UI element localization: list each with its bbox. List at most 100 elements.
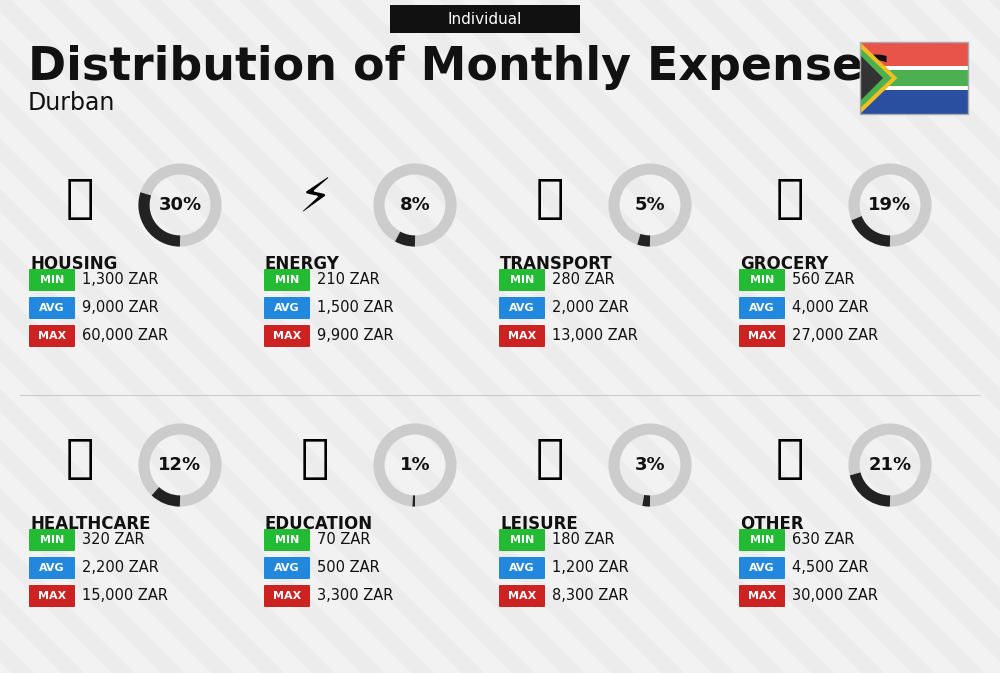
Text: MIN: MIN	[510, 535, 534, 545]
Text: EDUCATION: EDUCATION	[265, 515, 373, 533]
Text: MAX: MAX	[748, 591, 776, 601]
Text: 1,200 ZAR: 1,200 ZAR	[552, 561, 629, 575]
Text: 4,500 ZAR: 4,500 ZAR	[792, 561, 869, 575]
Text: 19%: 19%	[868, 196, 912, 214]
Text: MIN: MIN	[510, 275, 534, 285]
FancyBboxPatch shape	[29, 297, 75, 319]
FancyBboxPatch shape	[739, 297, 785, 319]
FancyBboxPatch shape	[739, 325, 785, 347]
Text: 13,000 ZAR: 13,000 ZAR	[552, 328, 638, 343]
Text: 💰: 💰	[776, 437, 804, 483]
Text: MIN: MIN	[275, 275, 299, 285]
FancyBboxPatch shape	[264, 557, 310, 579]
FancyBboxPatch shape	[739, 585, 785, 607]
Text: 3%: 3%	[635, 456, 665, 474]
Text: TRANSPORT: TRANSPORT	[500, 255, 613, 273]
Text: MIN: MIN	[40, 275, 64, 285]
FancyBboxPatch shape	[885, 86, 968, 90]
FancyBboxPatch shape	[860, 42, 968, 78]
Text: 21%: 21%	[868, 456, 912, 474]
Text: AVG: AVG	[39, 563, 65, 573]
Text: 🛍: 🛍	[536, 437, 564, 483]
Text: 500 ZAR: 500 ZAR	[317, 561, 380, 575]
FancyBboxPatch shape	[739, 557, 785, 579]
Text: MIN: MIN	[275, 535, 299, 545]
FancyBboxPatch shape	[264, 585, 310, 607]
Text: MAX: MAX	[748, 331, 776, 341]
Text: 2,000 ZAR: 2,000 ZAR	[552, 301, 629, 316]
FancyBboxPatch shape	[887, 70, 968, 86]
Text: 🏥: 🏥	[66, 437, 94, 483]
Text: MAX: MAX	[508, 591, 536, 601]
Text: 9,900 ZAR: 9,900 ZAR	[317, 328, 394, 343]
FancyBboxPatch shape	[499, 557, 545, 579]
Text: 2,200 ZAR: 2,200 ZAR	[82, 561, 159, 575]
Text: 27,000 ZAR: 27,000 ZAR	[792, 328, 878, 343]
Text: 630 ZAR: 630 ZAR	[792, 532, 854, 548]
Text: MAX: MAX	[273, 331, 301, 341]
Text: HOUSING: HOUSING	[30, 255, 117, 273]
Text: MAX: MAX	[508, 331, 536, 341]
Text: 8%: 8%	[400, 196, 430, 214]
FancyBboxPatch shape	[739, 269, 785, 291]
Text: 30%: 30%	[158, 196, 202, 214]
Text: 1,500 ZAR: 1,500 ZAR	[317, 301, 394, 316]
Text: Durban: Durban	[28, 91, 115, 115]
Text: MAX: MAX	[38, 591, 66, 601]
Text: ENERGY: ENERGY	[265, 255, 340, 273]
Text: 560 ZAR: 560 ZAR	[792, 273, 855, 287]
Text: 🛒: 🛒	[776, 178, 804, 223]
FancyBboxPatch shape	[739, 529, 785, 551]
Text: GROCERY: GROCERY	[740, 255, 828, 273]
Text: 1%: 1%	[400, 456, 430, 474]
FancyBboxPatch shape	[29, 269, 75, 291]
Text: AVG: AVG	[509, 303, 535, 313]
FancyBboxPatch shape	[264, 325, 310, 347]
Text: 3,300 ZAR: 3,300 ZAR	[317, 588, 393, 604]
Text: MIN: MIN	[750, 535, 774, 545]
Text: MAX: MAX	[38, 331, 66, 341]
Text: 8,300 ZAR: 8,300 ZAR	[552, 588, 629, 604]
Text: ⚡: ⚡	[298, 178, 332, 223]
Text: 12%: 12%	[158, 456, 202, 474]
Text: LEISURE: LEISURE	[500, 515, 578, 533]
FancyBboxPatch shape	[499, 585, 545, 607]
Text: MAX: MAX	[273, 591, 301, 601]
Text: AVG: AVG	[274, 303, 300, 313]
Text: Individual: Individual	[448, 11, 522, 26]
Text: 5%: 5%	[635, 196, 665, 214]
Text: AVG: AVG	[749, 303, 775, 313]
FancyBboxPatch shape	[499, 297, 545, 319]
FancyBboxPatch shape	[264, 529, 310, 551]
Polygon shape	[860, 42, 897, 114]
Text: 320 ZAR: 320 ZAR	[82, 532, 145, 548]
FancyBboxPatch shape	[860, 78, 968, 114]
Text: MIN: MIN	[40, 535, 64, 545]
Text: 210 ZAR: 210 ZAR	[317, 273, 380, 287]
Text: 1,300 ZAR: 1,300 ZAR	[82, 273, 158, 287]
Text: AVG: AVG	[274, 563, 300, 573]
FancyBboxPatch shape	[264, 269, 310, 291]
Text: 30,000 ZAR: 30,000 ZAR	[792, 588, 878, 604]
FancyBboxPatch shape	[885, 67, 968, 70]
FancyBboxPatch shape	[29, 325, 75, 347]
Text: Distribution of Monthly Expenses: Distribution of Monthly Expenses	[28, 46, 890, 90]
Text: 180 ZAR: 180 ZAR	[552, 532, 615, 548]
FancyBboxPatch shape	[499, 269, 545, 291]
FancyBboxPatch shape	[499, 325, 545, 347]
Text: OTHER: OTHER	[740, 515, 804, 533]
Polygon shape	[860, 55, 883, 101]
FancyBboxPatch shape	[29, 557, 75, 579]
Text: 70 ZAR: 70 ZAR	[317, 532, 370, 548]
FancyBboxPatch shape	[264, 297, 310, 319]
Text: AVG: AVG	[39, 303, 65, 313]
FancyBboxPatch shape	[29, 585, 75, 607]
Text: 🚌: 🚌	[536, 178, 564, 223]
FancyBboxPatch shape	[390, 5, 580, 33]
Text: AVG: AVG	[509, 563, 535, 573]
Text: 4,000 ZAR: 4,000 ZAR	[792, 301, 869, 316]
Text: 15,000 ZAR: 15,000 ZAR	[82, 588, 168, 604]
Text: 280 ZAR: 280 ZAR	[552, 273, 615, 287]
FancyBboxPatch shape	[29, 529, 75, 551]
Text: 9,000 ZAR: 9,000 ZAR	[82, 301, 159, 316]
